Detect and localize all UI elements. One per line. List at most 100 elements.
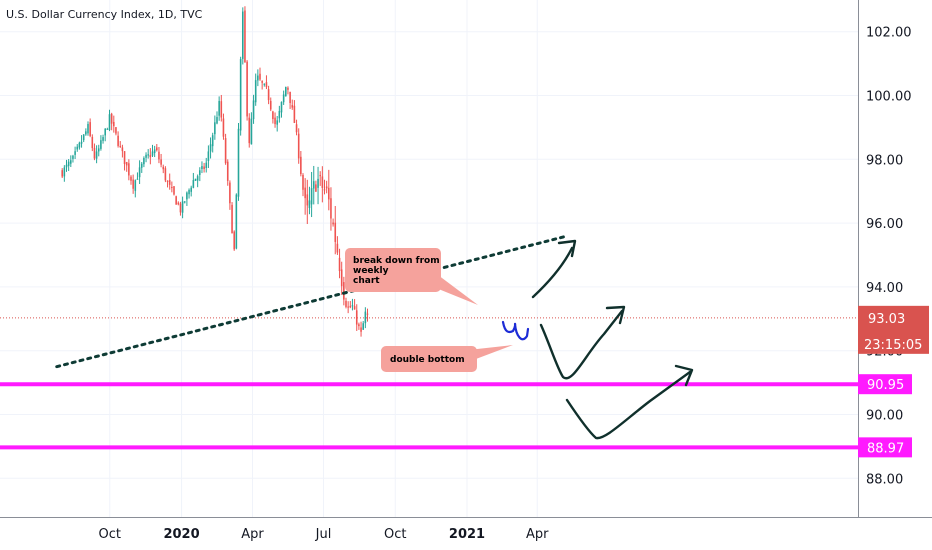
candle-down: [293, 105, 296, 123]
candle-up: [143, 158, 145, 165]
candle-up: [72, 155, 74, 159]
drawing-layer: [501, 239, 694, 440]
candle-down: [224, 138, 227, 164]
candle-up: [257, 75, 259, 81]
callout-breakdown-line-1: break down from: [353, 256, 440, 266]
y-tick-label: 102.00: [866, 26, 912, 41]
candle-up: [67, 161, 70, 166]
candle-down: [177, 202, 180, 205]
candle-up: [70, 160, 72, 164]
candle-down: [91, 136, 94, 149]
candle-up: [147, 154, 149, 156]
candle-down: [121, 147, 124, 152]
candle-down: [119, 145, 122, 147]
candle-down: [345, 300, 347, 307]
price-axis: 88.0090.0092.0094.0096.0098.00100.00102.…: [866, 26, 912, 488]
candle-down: [246, 61, 248, 117]
candle-down: [261, 81, 263, 83]
candle-up: [151, 151, 154, 156]
candle-down: [321, 176, 324, 188]
candle-down: [319, 175, 321, 177]
candle-down: [267, 89, 270, 101]
candle-up: [194, 178, 197, 181]
callout-breakdown-line-3: chart: [353, 276, 380, 286]
candle-down: [89, 122, 91, 136]
last-price-tag[interactable]: 93.03 23:15:05: [858, 305, 929, 354]
candle-down: [340, 269, 343, 287]
candle-up: [312, 181, 315, 189]
support-level-box-2: [858, 437, 912, 458]
candle-down: [248, 117, 251, 144]
candle-up: [308, 200, 311, 209]
candle-up: [108, 114, 111, 131]
last-price-box: [858, 305, 929, 354]
candle-down: [347, 306, 349, 308]
support-level-label-2: 88.97: [867, 441, 904, 456]
candle-up: [199, 170, 201, 175]
candle-down: [115, 127, 117, 134]
candle-up: [97, 148, 100, 152]
candle-up: [207, 151, 210, 161]
candle-down: [231, 204, 233, 234]
candle-up: [276, 120, 278, 125]
candle-up: [282, 94, 285, 103]
candle-down: [343, 282, 345, 300]
candle-up: [254, 80, 257, 103]
candle-down: [287, 87, 289, 90]
candle-up: [95, 151, 98, 159]
candle-down: [274, 117, 276, 125]
candle-down: [302, 174, 304, 190]
candle-up: [242, 11, 244, 59]
candle-up: [351, 305, 354, 307]
candle-up: [190, 187, 192, 192]
candle-down: [244, 10, 246, 63]
candle-down: [366, 313, 369, 315]
y-tick-label: 98.00: [866, 153, 903, 168]
candle-down: [358, 324, 360, 327]
candle-down: [61, 170, 63, 177]
candle-down: [353, 306, 356, 310]
candle-down: [291, 105, 294, 108]
trendline[interactable]: [55, 234, 570, 369]
y-tick-label: 88.00: [866, 472, 903, 487]
time-axis: Oct 2020 Apr Jul Oct 2021 Apr: [99, 527, 550, 542]
candle-up: [280, 101, 283, 113]
candle-down: [117, 135, 119, 146]
arrow-up-scenario: [531, 246, 574, 299]
candle-down: [220, 101, 223, 118]
grid: [0, 0, 858, 517]
candle-up: [181, 201, 184, 213]
candle-up: [263, 83, 266, 85]
last-price-label: 93.03: [868, 312, 905, 327]
y-tick-label: 100.00: [866, 90, 912, 105]
support-lines: [0, 317, 858, 450]
candle-down: [168, 180, 171, 185]
candle-up: [278, 110, 281, 119]
candle-up: [78, 142, 81, 148]
candle-down: [123, 151, 126, 164]
candle-down: [334, 222, 337, 242]
candle-down: [259, 73, 261, 80]
candle-up: [364, 311, 367, 324]
x-tick-label: 2020: [163, 527, 199, 542]
y-tick-label: 90.00: [866, 409, 903, 424]
candle-up: [104, 128, 106, 136]
bar-countdown-label: 23:15:05: [864, 338, 922, 353]
candle-down: [269, 100, 272, 110]
candle-down: [130, 176, 132, 181]
candle-up: [65, 164, 68, 168]
support-level-tag-2[interactable]: 88.97: [858, 437, 912, 458]
candle-up: [76, 146, 79, 150]
candle-up: [201, 166, 203, 169]
candle-up: [136, 178, 139, 180]
x-tick-label: Apr: [241, 527, 264, 542]
x-tick-label: Apr: [526, 527, 549, 542]
candle-up: [145, 154, 147, 158]
candle-up: [183, 201, 186, 203]
candle-up: [252, 100, 255, 120]
arrow-deep-scenario: [565, 370, 692, 440]
candle-up: [285, 87, 287, 97]
support-level-tag-1[interactable]: 90.95: [858, 374, 912, 395]
x-tick-label: Jul: [315, 527, 332, 542]
